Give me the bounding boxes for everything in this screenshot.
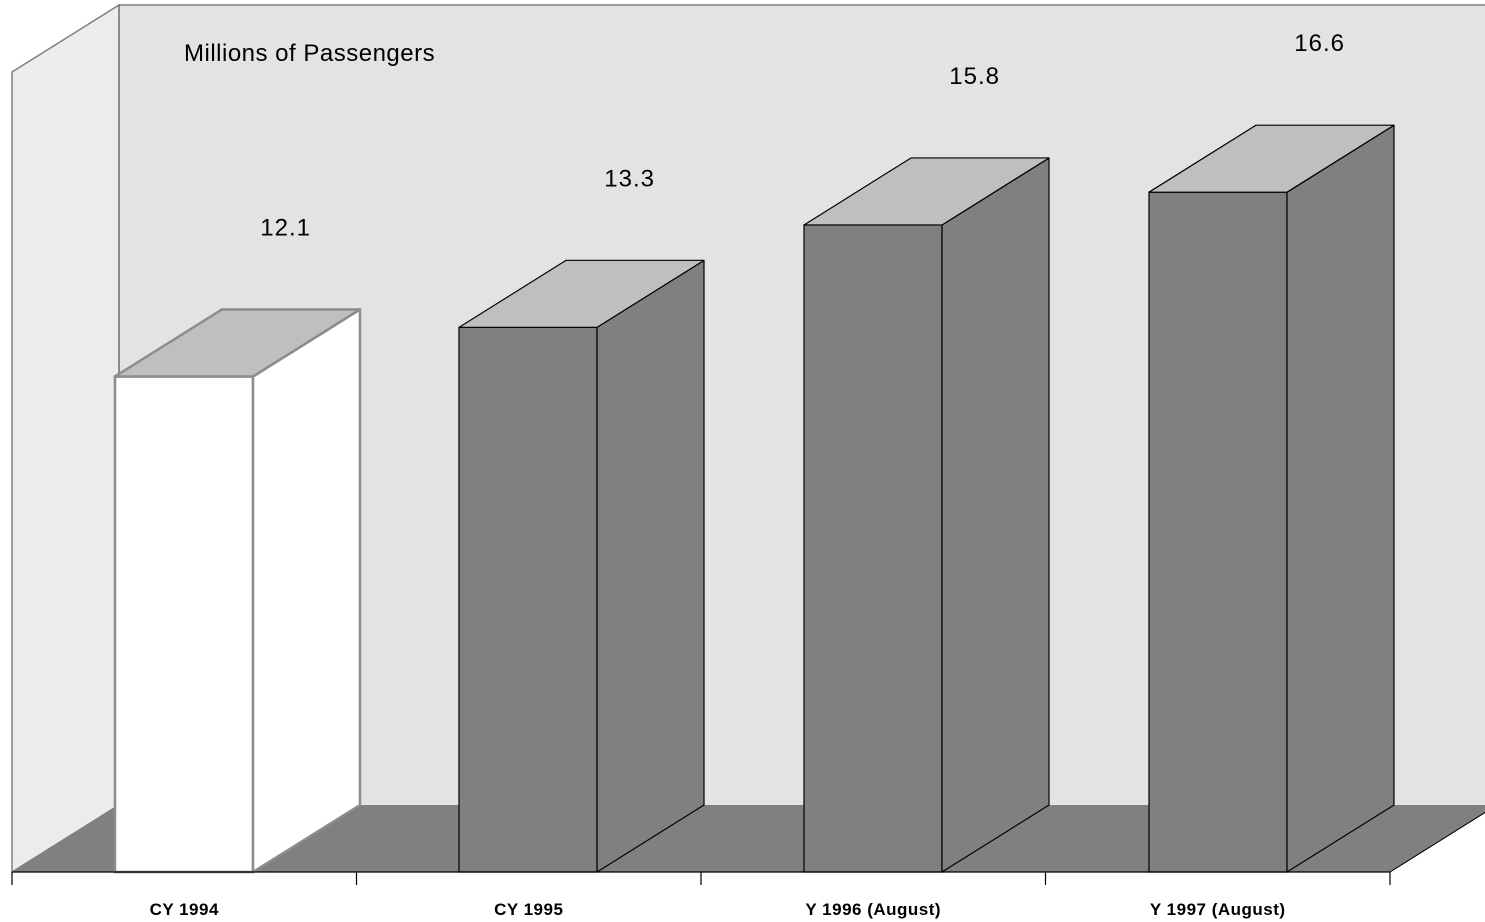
floor-plane [12,805,1485,872]
bar-side-face [251,308,362,874]
bar-top-face [803,157,1050,226]
bar-side-face [1286,124,1395,873]
value-label: 12.1 [260,214,311,241]
bar-top-face [1148,124,1395,193]
floor-right-edge [1389,811,1485,873]
bar-2 [458,259,705,873]
bars [113,124,1395,874]
value-label: 15.8 [949,63,1000,90]
category-axis: CY 1994 CY 1995 Y 1996 (August) Y 1997 (Aug… [11,871,1391,919]
bar-3 [803,157,1050,873]
unit-label: Millions of Passengers [184,40,435,67]
category-label: CY 1995 [494,900,563,919]
bar-4 [1148,124,1395,873]
bar-front-face [1148,191,1288,873]
value-label: 16.6 [1294,30,1345,57]
bar-top-face [458,259,705,328]
chart-labels: Millions of Passengers 12.1 13.3 15.8 16.6 [184,30,1345,241]
category-label: Y 1997 (August) [1150,900,1286,919]
bar-side-face [596,259,705,873]
bar-front-face [458,326,598,873]
value-label: 13.3 [604,165,655,192]
bar-side-face [941,157,1050,873]
bar-1 [113,308,362,874]
bar-front-face [803,224,943,873]
side-wall [11,3,120,874]
bar-front-face [113,375,255,874]
category-label: Y 1996 (August) [805,900,941,919]
category-label: CY 1994 [150,900,219,919]
bar-top-face [113,308,362,378]
chart-floor [12,805,1485,873]
